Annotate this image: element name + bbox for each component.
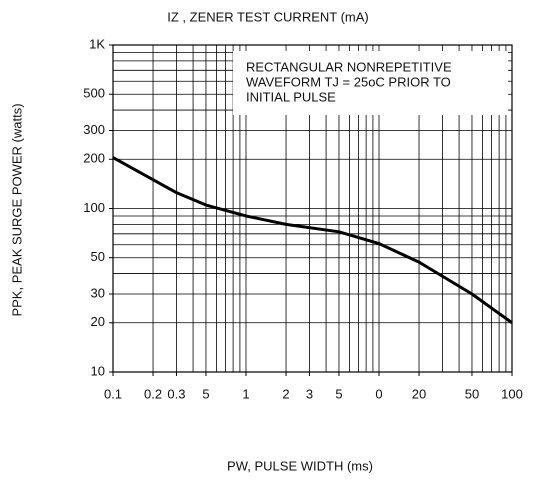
chart-title: IZ , ZENER TEST CURRENT (mA) — [167, 9, 369, 24]
y-tick-label: 1K — [89, 36, 105, 51]
annotation: RECTANGULAR NONREPETITIVE — [246, 59, 452, 74]
annotation-box — [233, 51, 508, 115]
y-tick-label: 20 — [91, 314, 105, 329]
x-tick-label: 50 — [465, 386, 479, 401]
y-tick-label: 200 — [83, 151, 105, 166]
y-tick-label: 100 — [83, 200, 105, 215]
annotation: INITIAL PULSE — [246, 89, 336, 104]
x-tick-label: 0.3 — [167, 386, 185, 401]
x-tick-label: 1 — [242, 386, 249, 401]
x-tick-label: 0.2 — [144, 386, 162, 401]
x-tick-label: 2 — [282, 386, 289, 401]
y-tick-label: 50 — [91, 249, 105, 264]
x-axis-label: PW, PULSE WIDTH (ms) — [227, 458, 373, 473]
x-tick-label: 0.1 — [104, 386, 122, 401]
y-tick-label: 500 — [83, 86, 105, 101]
data-line — [112, 156, 513, 324]
x-tick-label: 20 — [412, 386, 426, 401]
x-tick-label: 5 — [202, 386, 209, 401]
x-tick-label: 5 — [335, 386, 342, 401]
x-tick-label: 3 — [306, 386, 313, 401]
annotation: WAVEFORM TJ = 25oC PRIOR TO — [246, 74, 451, 89]
y-tick-label: 30 — [91, 285, 105, 300]
y-axis-label: PPK, PEAK SURGE POWER (watts) — [9, 103, 24, 316]
y-tick-label: 300 — [83, 122, 105, 137]
x-tick-label: 0 — [375, 386, 382, 401]
y-tick-label: 10 — [91, 363, 105, 378]
x-tick-label: 100 — [501, 386, 523, 401]
